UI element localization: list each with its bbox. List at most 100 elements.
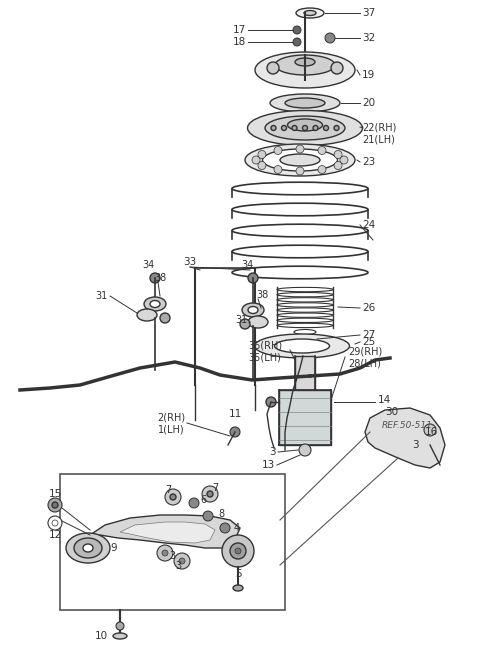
Circle shape [271, 125, 276, 131]
Ellipse shape [137, 309, 157, 321]
Circle shape [230, 543, 246, 559]
Text: 36(RH): 36(RH) [248, 340, 282, 350]
Circle shape [165, 489, 181, 505]
Text: 33: 33 [183, 257, 197, 267]
Circle shape [222, 535, 254, 567]
Ellipse shape [66, 533, 110, 563]
Ellipse shape [275, 55, 335, 75]
Text: 34: 34 [142, 260, 154, 270]
Ellipse shape [248, 306, 258, 314]
Circle shape [334, 150, 342, 159]
Ellipse shape [285, 98, 325, 108]
Text: 37: 37 [362, 8, 375, 18]
Circle shape [313, 125, 318, 131]
Text: 23: 23 [362, 157, 375, 167]
Circle shape [334, 161, 342, 169]
Circle shape [302, 125, 308, 131]
Text: 34: 34 [241, 260, 253, 270]
Ellipse shape [296, 8, 324, 18]
Bar [279, 390, 331, 445]
Circle shape [174, 553, 190, 569]
Circle shape [293, 38, 301, 46]
Text: 32: 32 [362, 33, 375, 43]
Ellipse shape [277, 308, 333, 312]
Text: 8: 8 [218, 509, 224, 519]
Ellipse shape [295, 58, 315, 66]
Text: 22(RH): 22(RH) [362, 122, 396, 132]
Text: 14: 14 [378, 395, 391, 405]
Circle shape [235, 548, 241, 554]
Circle shape [162, 550, 168, 556]
Text: 10: 10 [95, 631, 108, 641]
Text: 17: 17 [233, 25, 246, 35]
Text: 25: 25 [362, 337, 375, 347]
Text: 31: 31 [96, 291, 108, 301]
Ellipse shape [294, 344, 316, 348]
Text: 19: 19 [362, 70, 375, 80]
Circle shape [189, 498, 199, 508]
Ellipse shape [277, 313, 333, 318]
Polygon shape [90, 515, 240, 548]
Text: 28(LH): 28(LH) [348, 359, 381, 369]
Circle shape [52, 520, 58, 526]
Circle shape [318, 165, 326, 174]
Ellipse shape [288, 119, 323, 131]
Ellipse shape [242, 303, 264, 317]
Ellipse shape [294, 337, 316, 342]
Circle shape [292, 125, 297, 131]
Ellipse shape [255, 52, 355, 88]
Circle shape [230, 427, 240, 437]
Ellipse shape [277, 293, 333, 297]
Circle shape [160, 313, 170, 323]
Text: 2(RH): 2(RH) [157, 413, 185, 423]
Circle shape [267, 62, 279, 74]
Text: 16: 16 [425, 427, 438, 437]
Text: 11: 11 [228, 409, 241, 419]
Circle shape [220, 523, 230, 533]
Circle shape [240, 319, 250, 329]
Text: 1(LH): 1(LH) [158, 425, 185, 435]
Circle shape [281, 125, 287, 131]
Circle shape [324, 125, 328, 131]
Text: 13: 13 [262, 460, 275, 470]
Text: 3: 3 [412, 440, 419, 450]
Ellipse shape [304, 10, 316, 16]
Text: 27: 27 [362, 330, 375, 340]
Text: 9: 9 [110, 543, 117, 553]
Circle shape [266, 397, 276, 407]
Text: 3: 3 [169, 551, 175, 561]
Text: 6: 6 [200, 495, 206, 505]
Text: 15: 15 [48, 489, 61, 499]
Text: 3: 3 [175, 561, 181, 571]
Ellipse shape [263, 149, 337, 171]
Ellipse shape [294, 329, 316, 335]
Text: 12: 12 [48, 530, 61, 540]
Ellipse shape [277, 303, 333, 307]
Circle shape [296, 167, 304, 175]
Circle shape [52, 502, 58, 508]
Text: 31: 31 [236, 315, 248, 325]
Circle shape [274, 165, 282, 174]
Text: 38: 38 [154, 273, 166, 283]
Circle shape [424, 424, 436, 436]
Ellipse shape [275, 339, 329, 353]
Text: 7: 7 [212, 483, 218, 493]
Text: 18: 18 [233, 37, 246, 47]
Circle shape [179, 558, 185, 564]
Circle shape [296, 145, 304, 153]
Circle shape [334, 125, 339, 131]
Ellipse shape [74, 538, 102, 558]
Text: 3: 3 [269, 447, 276, 457]
Text: 35(LH): 35(LH) [248, 352, 281, 362]
Circle shape [157, 545, 173, 561]
Circle shape [48, 498, 62, 512]
Circle shape [203, 511, 213, 521]
Text: 5: 5 [235, 569, 241, 579]
Ellipse shape [233, 585, 243, 591]
Text: 21(LH): 21(LH) [362, 134, 395, 144]
Ellipse shape [254, 334, 349, 358]
Polygon shape [365, 408, 445, 468]
Ellipse shape [232, 224, 368, 237]
Text: REF.50-511: REF.50-511 [382, 422, 433, 430]
Bar [60, 474, 285, 610]
